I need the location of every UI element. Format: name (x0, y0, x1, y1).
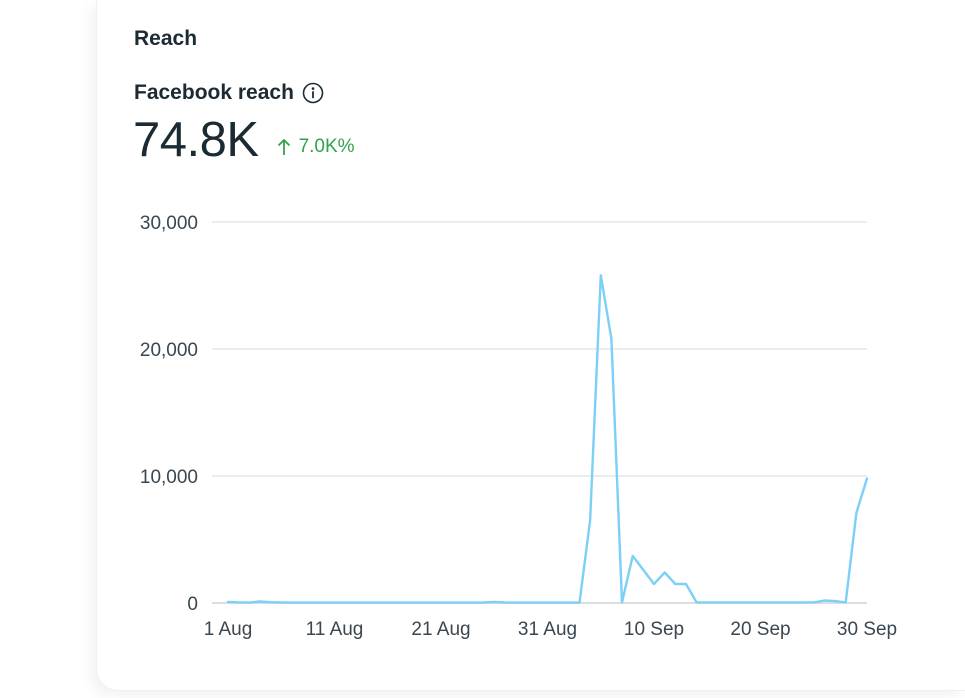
data-point (363, 600, 369, 606)
data-point (694, 599, 700, 605)
data-point (246, 600, 252, 606)
data-point (534, 600, 540, 606)
data-point (395, 600, 401, 606)
data-point (406, 600, 412, 606)
info-icon[interactable] (302, 82, 324, 104)
data-point (736, 599, 742, 605)
metric-change: 7.0K% (277, 136, 355, 158)
data-point (864, 476, 870, 482)
data-point (257, 598, 263, 604)
data-point (438, 600, 444, 606)
metric-value-row: 74.8K 7.0K% (133, 112, 355, 168)
data-point (353, 600, 359, 606)
data-point (726, 599, 732, 605)
data-point (715, 599, 721, 605)
x-tick-label: 31 Aug (518, 619, 577, 640)
data-point (758, 599, 764, 605)
x-tick-label: 21 Aug (411, 619, 470, 640)
data-point (683, 581, 689, 587)
data-point (417, 600, 423, 606)
data-point (662, 570, 668, 576)
data-point (385, 600, 391, 606)
data-point (332, 600, 338, 606)
arrow-up-icon (277, 138, 291, 156)
data-point (481, 599, 487, 605)
x-tick-label: 30 Sep (837, 619, 897, 640)
y-tick-label: 20,000 (140, 340, 198, 361)
data-point (236, 599, 242, 605)
y-tick-label: 30,000 (140, 213, 198, 234)
data-point (598, 272, 604, 278)
x-tick-label: 10 Sep (624, 619, 684, 640)
data-point (672, 581, 678, 587)
data-point (310, 600, 316, 606)
data-point (587, 517, 593, 523)
data-point (779, 599, 785, 605)
data-point (374, 600, 380, 606)
data-point (566, 600, 572, 606)
data-point (470, 600, 476, 606)
data-point (619, 599, 625, 605)
data-point (555, 600, 561, 606)
data-point (513, 600, 519, 606)
data-point (523, 600, 529, 606)
data-point (630, 553, 636, 559)
data-point (651, 581, 657, 587)
y-tick-label: 10,000 (140, 467, 198, 488)
metric-label: Facebook reach (134, 81, 294, 104)
x-tick-label: 1 Aug (204, 619, 253, 640)
data-point (321, 600, 327, 606)
data-point (789, 599, 795, 605)
data-point (289, 600, 295, 606)
data-point (768, 599, 774, 605)
data-point (608, 336, 614, 342)
metric-change-value: 7.0K% (298, 136, 355, 157)
data-point (449, 600, 455, 606)
data-point (747, 599, 753, 605)
metric-value: 74.8K (133, 113, 259, 167)
x-tick-label: 11 Aug (306, 619, 364, 640)
data-point (268, 599, 274, 605)
reach-card (96, 0, 965, 691)
data-point (225, 599, 231, 605)
y-tick-label: 0 (187, 594, 198, 615)
data-point (640, 567, 646, 573)
x-tick-label: 20 Sep (730, 619, 790, 640)
data-point (278, 599, 284, 605)
data-point (491, 599, 497, 605)
metric-label-row: Facebook reach (134, 81, 324, 105)
data-point (576, 600, 582, 606)
section-title: Reach (134, 27, 198, 50)
reach-series-line (226, 274, 869, 604)
data-point (545, 600, 551, 606)
data-point (832, 598, 838, 604)
data-point (502, 599, 508, 605)
data-point (821, 597, 827, 603)
data-point (843, 599, 849, 605)
data-point (459, 600, 465, 606)
data-point (811, 599, 817, 605)
data-point (800, 599, 806, 605)
data-point (704, 599, 710, 605)
data-point (427, 600, 433, 606)
data-point (300, 600, 306, 606)
data-point (853, 510, 859, 516)
data-point (342, 600, 348, 606)
